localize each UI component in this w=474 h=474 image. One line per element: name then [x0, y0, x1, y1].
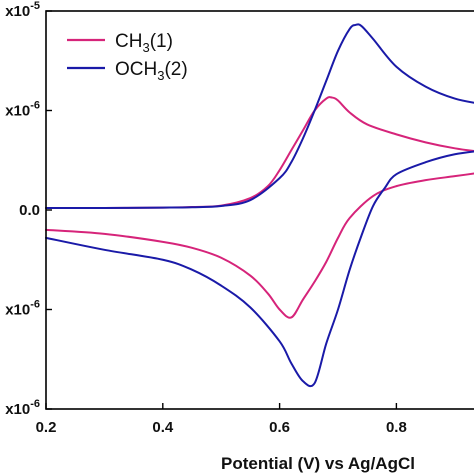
y-tick-label: x10-6	[5, 299, 40, 319]
legend-label-2: OCH3(2)	[115, 59, 188, 83]
series-layer	[45, 23, 474, 388]
x-tick-label: 0.8	[386, 419, 407, 436]
series-line-2-forward	[45, 23, 474, 210]
y-tick-label: x10-6	[5, 398, 40, 418]
y-tick-label: x10-6	[5, 100, 40, 120]
y-tick-label: x10-5	[5, 0, 40, 20]
x-tick-label: 0.4	[152, 419, 174, 436]
plot-frame	[45, 10, 474, 410]
x-tick-label: 0.2	[36, 419, 57, 436]
x-axis-ticks: 0.2 0.4 0.6 0.8	[36, 403, 407, 436]
series-line-1-reverse	[45, 172, 474, 319]
x-axis-title: Potential (V) vs Ag/AgCl	[221, 454, 415, 473]
series-line-2-reverse	[45, 150, 474, 388]
x-tick-label: 0.6	[269, 419, 290, 436]
legend: CH3(1) OCH3(2)	[67, 31, 188, 83]
legend-label-1: CH3(1)	[115, 31, 173, 55]
y-tick-label: 0.0	[19, 202, 40, 219]
series-line-1-forward	[45, 96, 474, 210]
y-axis-ticks: x10-5 x10-6 0.0 x10-6 x10-6	[5, 0, 52, 418]
